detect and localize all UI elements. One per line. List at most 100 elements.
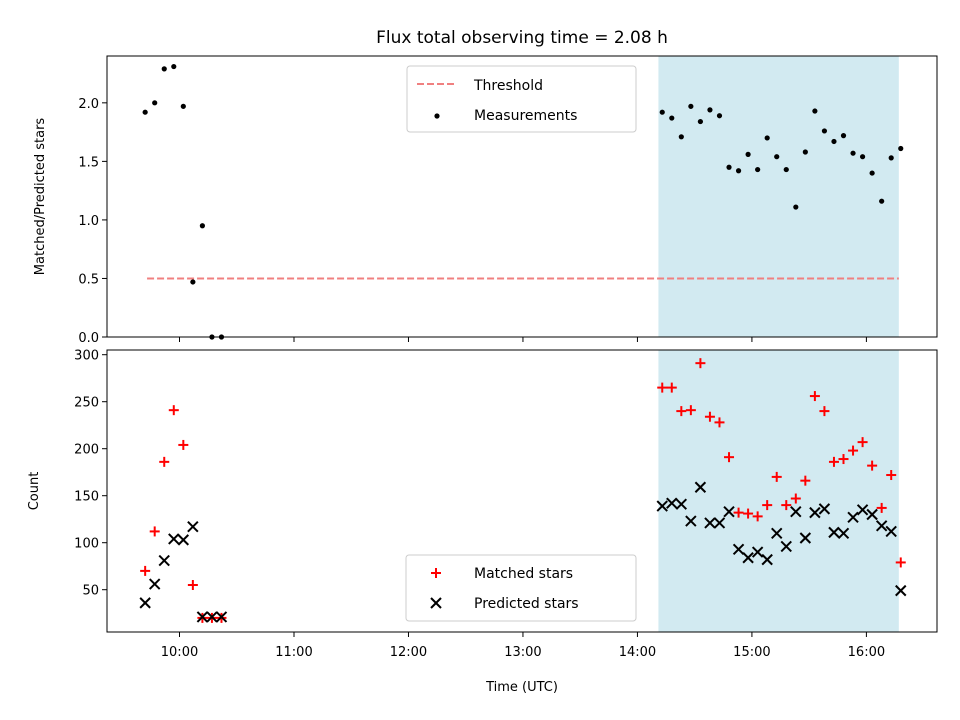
cross-b — [790, 505, 802, 518]
cross-b — [656, 500, 668, 512]
measurement-point — [831, 138, 837, 145]
predicted-star-point — [713, 517, 726, 529]
predicted-star-point — [818, 503, 831, 515]
matched-star-point — [781, 500, 792, 511]
cross-b — [158, 554, 170, 567]
matched-star-point — [666, 382, 677, 393]
measurement-point — [812, 108, 818, 114]
x-tick-label: 16:00 — [848, 645, 885, 660]
x-tick-label: 11:00 — [275, 645, 312, 660]
cross-b — [196, 611, 209, 623]
cross-b — [856, 504, 869, 516]
predicted-star-point — [885, 525, 897, 538]
lower-subplot: 50 100 150 200 250 300 10:00 11:00 12:00 13:00 14:… — [27, 349, 938, 695]
measurement-point — [161, 66, 167, 72]
predicted-star-point — [666, 497, 678, 509]
predicted-star-point — [742, 552, 754, 564]
measurement-point — [669, 115, 675, 121]
measurement-point — [678, 134, 684, 140]
measurement-point — [707, 107, 713, 113]
predicted-star-point — [866, 508, 878, 521]
legend-predicted-label: Predicted stars — [474, 596, 579, 612]
predicted-star-point — [799, 532, 812, 544]
matched-star-point — [704, 411, 715, 422]
lower-y-tick-label: 300 — [74, 349, 99, 364]
predicted-star-point — [168, 533, 180, 545]
chart-title: Flux total observing time = 2.08 h — [376, 28, 668, 48]
matched-star-point — [762, 500, 773, 511]
upper-legend: Threshold Measurements — [406, 65, 637, 133]
cross-b — [685, 515, 697, 527]
matched-star-point — [168, 405, 179, 416]
predicted-star-point — [206, 611, 218, 623]
matched-star-point — [819, 406, 830, 417]
predicted-star-point — [177, 534, 190, 546]
cross-b — [751, 546, 764, 558]
predicted-star-point — [895, 584, 907, 597]
matched-star-point — [733, 507, 744, 518]
measurement-point — [726, 164, 732, 170]
legend-threshold-label: Threshold — [473, 78, 543, 94]
cross-b — [177, 534, 190, 546]
measurement-point — [199, 223, 206, 229]
x-tick-label: 15:00 — [733, 645, 770, 660]
observing-window-shade-upper — [658, 56, 899, 337]
lower-plot-marks — [139, 358, 907, 623]
cross-b — [704, 517, 716, 529]
measurement-point — [859, 154, 866, 160]
legend-predicted-swatch — [430, 597, 442, 609]
cross-b — [837, 527, 850, 540]
predicted-star-point — [771, 527, 783, 540]
predicted-star-point — [158, 554, 170, 567]
predicted-star-point — [847, 511, 859, 524]
predicted-star-point — [761, 553, 773, 566]
measurement-point — [142, 109, 148, 115]
cross-b — [742, 552, 754, 564]
measurement-point — [152, 100, 158, 106]
legend-matched-label: Matched stars — [474, 566, 573, 582]
cross-b — [828, 526, 840, 539]
upper-y-tick-label: 1.5 — [78, 155, 99, 170]
cross-b — [666, 497, 678, 509]
measurement-point — [764, 135, 770, 141]
lower-y-tick-label: 150 — [74, 490, 99, 505]
predicted-star-point — [780, 540, 792, 553]
predicted-star-point — [139, 597, 151, 609]
measurement-point — [821, 128, 828, 134]
predicted-star-point — [685, 515, 697, 527]
observing-window-band — [658, 56, 899, 337]
measurement-point — [735, 168, 742, 174]
predicted-star-point — [837, 527, 850, 540]
x-axis-label: Time (UTC) — [485, 680, 558, 695]
x-tick-label: 13:00 — [504, 645, 541, 660]
legend-matched-swatch — [431, 568, 441, 578]
measurement-point — [898, 145, 904, 152]
cross-b — [430, 597, 442, 609]
measurement-point — [869, 170, 875, 176]
upper-axes-frame — [106, 55, 938, 338]
cross-b — [847, 511, 859, 524]
cross-b — [732, 543, 745, 555]
lower-y-tick-label: 50 — [82, 584, 99, 599]
observing-window-band — [658, 350, 899, 632]
matched-star-point — [867, 460, 878, 471]
measurement-point — [180, 103, 186, 109]
measurement-point — [850, 150, 856, 156]
matched-star-point — [771, 471, 782, 482]
measurement-point — [745, 151, 751, 157]
lower-y-tick-label: 200 — [74, 443, 99, 458]
upper-y-axis-label: Matched/Predicted stars — [33, 118, 48, 276]
predicted-star-point — [875, 520, 888, 532]
matched-star-point — [790, 493, 801, 504]
predicted-star-point — [196, 611, 209, 623]
matched-star-point — [752, 511, 763, 522]
measurement-point — [190, 279, 196, 285]
matched-star-point — [657, 382, 668, 393]
lower-legend-box — [405, 554, 637, 622]
lower-legend: Matched stars Predicted stars — [405, 554, 637, 622]
lower-y-tick-label: 250 — [74, 396, 99, 411]
cross-b — [675, 498, 688, 510]
matched-star-point — [695, 358, 706, 369]
lower-axes-ticks: 50 100 150 200 250 300 10:00 11:00 12:00 13:00 14:… — [74, 349, 885, 660]
predicted-star-point — [656, 500, 668, 512]
